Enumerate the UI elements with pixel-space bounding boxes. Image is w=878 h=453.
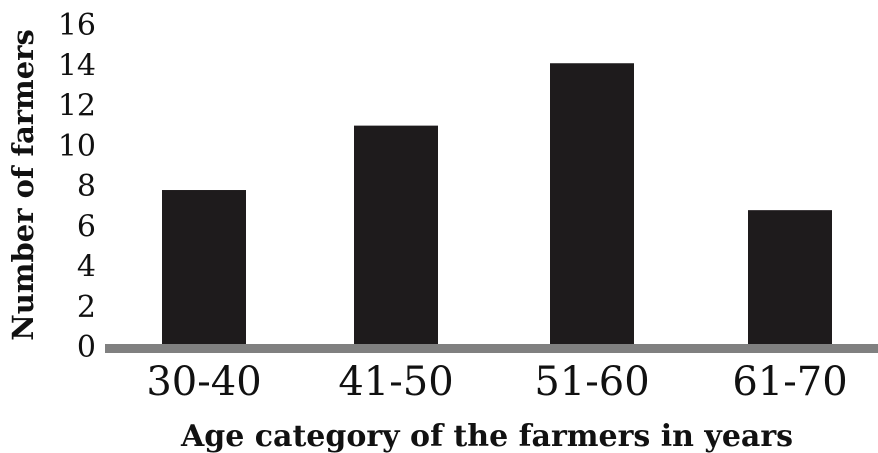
bar-30-40 [162, 190, 246, 347]
x-axis-label: Age category of the farmers in years [180, 419, 793, 453]
y-tick-label: 16 [58, 8, 96, 43]
y-tick-label: 0 [77, 330, 96, 365]
bar-61-70 [748, 210, 832, 347]
y-tick-label: 2 [77, 290, 96, 325]
y-axis-label: Number of farmers [6, 29, 40, 341]
y-tick-label: 10 [58, 129, 96, 164]
y-tick-label: 4 [77, 250, 96, 285]
y-tick-label: 14 [58, 48, 96, 83]
y-tick-label: 6 [77, 209, 96, 244]
x-tick-labels: 30-40 41-50 51-60 61-70 [146, 359, 847, 405]
bar-51-60 [550, 63, 634, 348]
y-tick-labels: 0 2 4 6 8 10 12 14 16 [58, 8, 96, 365]
bars-group [162, 63, 832, 348]
x-tick-label: 61-70 [732, 359, 847, 405]
x-axis-baseline [105, 344, 878, 353]
x-tick-label: 41-50 [338, 359, 453, 405]
y-tick-label: 12 [58, 89, 96, 124]
bar-41-50 [354, 125, 438, 347]
x-tick-label: 30-40 [146, 359, 261, 405]
y-tick-label: 8 [77, 169, 96, 204]
x-tick-label: 51-60 [534, 359, 649, 405]
